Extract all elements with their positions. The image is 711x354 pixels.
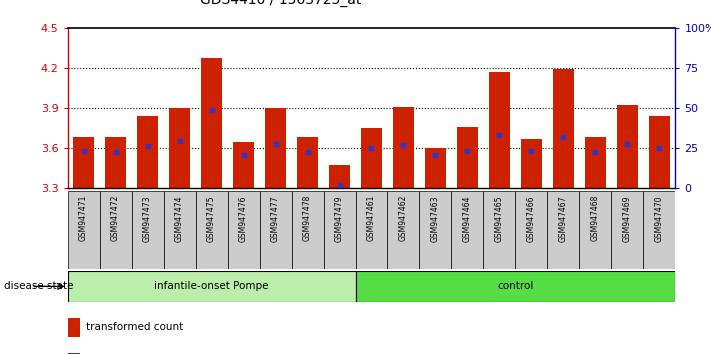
Bar bbox=[425, 148, 446, 188]
Bar bbox=[521, 138, 542, 188]
Bar bbox=[419, 191, 451, 269]
Text: GSM947478: GSM947478 bbox=[303, 195, 312, 241]
Text: GSM947472: GSM947472 bbox=[111, 195, 120, 241]
Text: GSM947461: GSM947461 bbox=[367, 195, 376, 241]
Text: transformed count: transformed count bbox=[86, 322, 183, 332]
Bar bbox=[356, 271, 675, 302]
Bar bbox=[297, 137, 318, 188]
Bar bbox=[73, 137, 94, 188]
Text: GSM947465: GSM947465 bbox=[495, 195, 504, 241]
Text: GDS4410 / 1563725_at: GDS4410 / 1563725_at bbox=[200, 0, 361, 7]
Bar bbox=[68, 191, 100, 269]
Bar bbox=[169, 108, 190, 188]
Bar bbox=[649, 116, 670, 188]
Bar bbox=[611, 191, 643, 269]
Text: GSM947466: GSM947466 bbox=[527, 195, 536, 241]
Bar bbox=[68, 318, 80, 337]
Bar bbox=[387, 191, 419, 269]
Bar bbox=[585, 137, 606, 188]
Bar bbox=[324, 191, 356, 269]
Bar bbox=[164, 191, 196, 269]
Text: GSM947463: GSM947463 bbox=[431, 195, 440, 241]
Bar bbox=[137, 116, 158, 188]
Text: GSM947471: GSM947471 bbox=[79, 195, 88, 241]
Bar bbox=[201, 58, 222, 188]
Bar bbox=[233, 143, 254, 188]
Bar bbox=[617, 105, 638, 188]
Text: GSM947467: GSM947467 bbox=[559, 195, 568, 241]
Bar bbox=[132, 191, 164, 269]
Bar bbox=[483, 191, 515, 269]
Text: GSM947470: GSM947470 bbox=[655, 195, 664, 241]
Bar bbox=[105, 137, 126, 188]
Bar bbox=[643, 191, 675, 269]
Text: GSM947464: GSM947464 bbox=[463, 195, 472, 241]
Bar bbox=[356, 191, 387, 269]
Bar bbox=[451, 191, 483, 269]
Bar bbox=[457, 127, 478, 188]
Bar bbox=[547, 191, 579, 269]
Text: GSM947476: GSM947476 bbox=[239, 195, 248, 241]
Bar bbox=[196, 191, 228, 269]
Bar bbox=[393, 107, 414, 188]
Bar bbox=[265, 108, 286, 188]
Bar bbox=[329, 165, 350, 188]
Text: control: control bbox=[497, 281, 534, 291]
Bar bbox=[292, 191, 324, 269]
Text: GSM947468: GSM947468 bbox=[591, 195, 600, 241]
Bar bbox=[515, 191, 547, 269]
Bar bbox=[100, 191, 132, 269]
Text: GSM947479: GSM947479 bbox=[335, 195, 344, 241]
Text: GSM947477: GSM947477 bbox=[271, 195, 280, 241]
Bar bbox=[68, 271, 356, 302]
Bar bbox=[68, 353, 80, 354]
Bar bbox=[361, 128, 382, 188]
Text: GSM947469: GSM947469 bbox=[623, 195, 632, 241]
Text: GSM947462: GSM947462 bbox=[399, 195, 408, 241]
Text: GSM947475: GSM947475 bbox=[207, 195, 216, 241]
Bar bbox=[489, 72, 510, 188]
Text: GSM947474: GSM947474 bbox=[175, 195, 184, 241]
Bar bbox=[553, 69, 574, 188]
Text: GSM947473: GSM947473 bbox=[143, 195, 152, 241]
Text: disease state: disease state bbox=[4, 281, 73, 291]
Bar bbox=[228, 191, 260, 269]
Bar bbox=[260, 191, 292, 269]
Text: infantile-onset Pompe: infantile-onset Pompe bbox=[154, 281, 269, 291]
Bar bbox=[579, 191, 611, 269]
